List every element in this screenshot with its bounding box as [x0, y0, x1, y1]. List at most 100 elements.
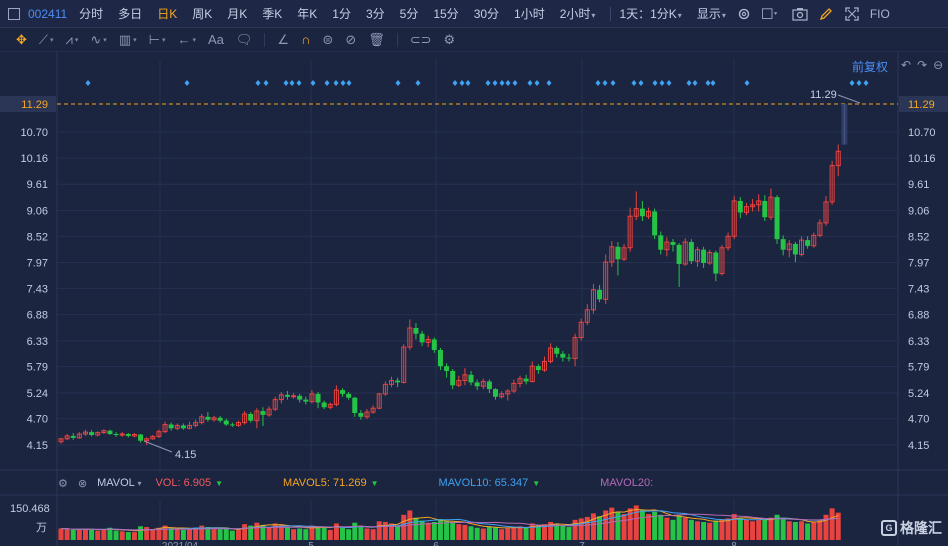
- timeframe-tab[interactable]: 1小时: [514, 7, 545, 21]
- event-marker: [849, 80, 855, 86]
- wave-tool[interactable]: ∿ ▾: [90, 31, 107, 47]
- volume-bar: [199, 525, 205, 540]
- price-adjust-select[interactable]: 前复权: [852, 60, 889, 74]
- kline-chart[interactable]: 11.29 11.29 10.70 10.70 10.16 10.16 9.61 9.61 9.…: [0, 52, 948, 546]
- volume-bar: [811, 522, 817, 540]
- arrow-icon: ←: [177, 32, 191, 47]
- event-marker: [505, 80, 511, 86]
- timeframe-tab[interactable]: 多日: [118, 7, 143, 21]
- lock-tool[interactable]: ⊜: [322, 32, 333, 48]
- volume-bar: [694, 521, 700, 540]
- candle-body: [572, 337, 578, 360]
- candle-body: [817, 222, 823, 236]
- measure-tool[interactable]: ⊢ ▾: [148, 31, 166, 47]
- volume-bar: [493, 527, 499, 540]
- candle-body: [193, 422, 199, 426]
- volume-bar: [676, 515, 682, 540]
- candle-body: [639, 208, 645, 217]
- line-tool[interactable]: ⟋ ▾: [38, 31, 54, 47]
- channel-icon: ⩘: [65, 31, 73, 47]
- candle-body: [144, 438, 150, 442]
- volume-bar: [756, 519, 762, 540]
- timeframe-tab[interactable]: 月K: [227, 7, 248, 21]
- timeframe-tab[interactable]: 30分: [473, 7, 500, 21]
- comment-tool[interactable]: 🗨: [236, 32, 253, 48]
- delete-tool[interactable]: 🗑: [368, 32, 385, 48]
- pencil-icon[interactable]: [818, 6, 834, 22]
- low-pointer: [143, 440, 173, 453]
- time-axis-label: 8: [731, 541, 737, 546]
- candle-body: [327, 403, 333, 408]
- event-marker: [863, 80, 869, 86]
- hide-tool[interactable]: ⊘: [345, 32, 356, 48]
- sidebar-toggle-icon[interactable]: [8, 7, 20, 20]
- volume-bar: [388, 523, 394, 540]
- undo-icon[interactable]: ↶: [901, 58, 912, 72]
- gear-icon[interactable]: [736, 6, 752, 22]
- candle-body: [805, 240, 811, 246]
- fullscreen-icon[interactable]: [844, 6, 860, 22]
- volume-bar: [621, 514, 627, 540]
- timeframe-tab[interactable]: 日K: [157, 7, 178, 21]
- stock-code[interactable]: 002411: [28, 6, 68, 21]
- timeframe-tab[interactable]: 年K: [297, 7, 318, 21]
- mavol10-value: MAVOL10: 65.347 ▼: [438, 477, 541, 489]
- layout-icon[interactable]: [761, 6, 778, 22]
- candle-body: [486, 381, 492, 390]
- text-tool[interactable]: Aa: [208, 32, 224, 47]
- link-tool[interactable]: ⊂⊃: [410, 32, 432, 48]
- timeframe-tab[interactable]: 5分: [399, 7, 419, 21]
- event-marker: [744, 80, 750, 86]
- candle-body: [437, 349, 443, 367]
- close-icon[interactable]: ⊗: [77, 477, 88, 490]
- minus-icon[interactable]: ⊖: [933, 58, 944, 72]
- camera-icon[interactable]: [792, 6, 808, 22]
- volume-bar: [101, 529, 107, 540]
- fib-tool[interactable]: ▥ ▾: [118, 31, 137, 47]
- redo-icon[interactable]: ↷: [917, 58, 928, 72]
- watermark-logo: G 格隆汇: [881, 518, 942, 538]
- volume-bar: [511, 527, 517, 540]
- timeframe-tab[interactable]: 15分: [433, 7, 459, 21]
- magnet-tool[interactable]: ∩: [301, 32, 310, 47]
- volume-bar: [333, 523, 339, 540]
- ruler-tool[interactable]: ∠: [277, 32, 289, 48]
- f10-button[interactable]: FIO: [869, 6, 890, 21]
- timeframe-tab[interactable]: 周K: [192, 7, 213, 21]
- display-select[interactable]: 显示▾: [696, 7, 726, 21]
- candle-body: [156, 431, 162, 437]
- arrow-tool[interactable]: ← ▾: [177, 32, 196, 47]
- volume-bar: [89, 529, 95, 540]
- volume-bar: [468, 526, 474, 540]
- volume-bar: [82, 528, 88, 540]
- lock-icon: ⊜: [322, 31, 334, 47]
- volume-bar: [297, 528, 303, 540]
- volume-bar: [205, 527, 211, 540]
- timeframe-tab[interactable]: 分时: [79, 7, 104, 21]
- current-price-tag-right: [899, 96, 948, 112]
- volume-bar: [376, 521, 382, 540]
- volume-bar: [113, 530, 119, 540]
- price-tick-right: 9.06: [908, 206, 929, 218]
- volume-bar: [187, 529, 193, 540]
- timeframe-tab[interactable]: 季K: [262, 7, 283, 21]
- candle-body: [627, 215, 633, 249]
- candle-body: [223, 420, 229, 425]
- price-tick-left: 4.15: [27, 440, 48, 452]
- mavol-label[interactable]: MAVOL ▾: [97, 477, 142, 489]
- candle-body: [297, 395, 303, 400]
- settings-icon[interactable]: ⚙: [58, 477, 68, 490]
- interval-select[interactable]: 1天：1分K▾: [619, 7, 682, 21]
- crosshair-tool[interactable]: ✥: [16, 32, 27, 48]
- volume-bar: [278, 524, 284, 540]
- timeframe-tab[interactable]: 3分: [365, 7, 385, 21]
- timeframe-tab[interactable]: 1分: [332, 7, 351, 21]
- channel-tool[interactable]: ⩘ ▾: [65, 31, 79, 47]
- hide-icon: ⊘: [345, 31, 357, 47]
- volume-bar: [829, 508, 835, 540]
- candle-body: [303, 399, 309, 402]
- event-marker: [340, 80, 346, 86]
- settings-tool[interactable]: ⚙: [444, 32, 456, 48]
- volume-bar: [548, 522, 554, 540]
- timeframe-tab[interactable]: 2小时▾: [559, 7, 596, 21]
